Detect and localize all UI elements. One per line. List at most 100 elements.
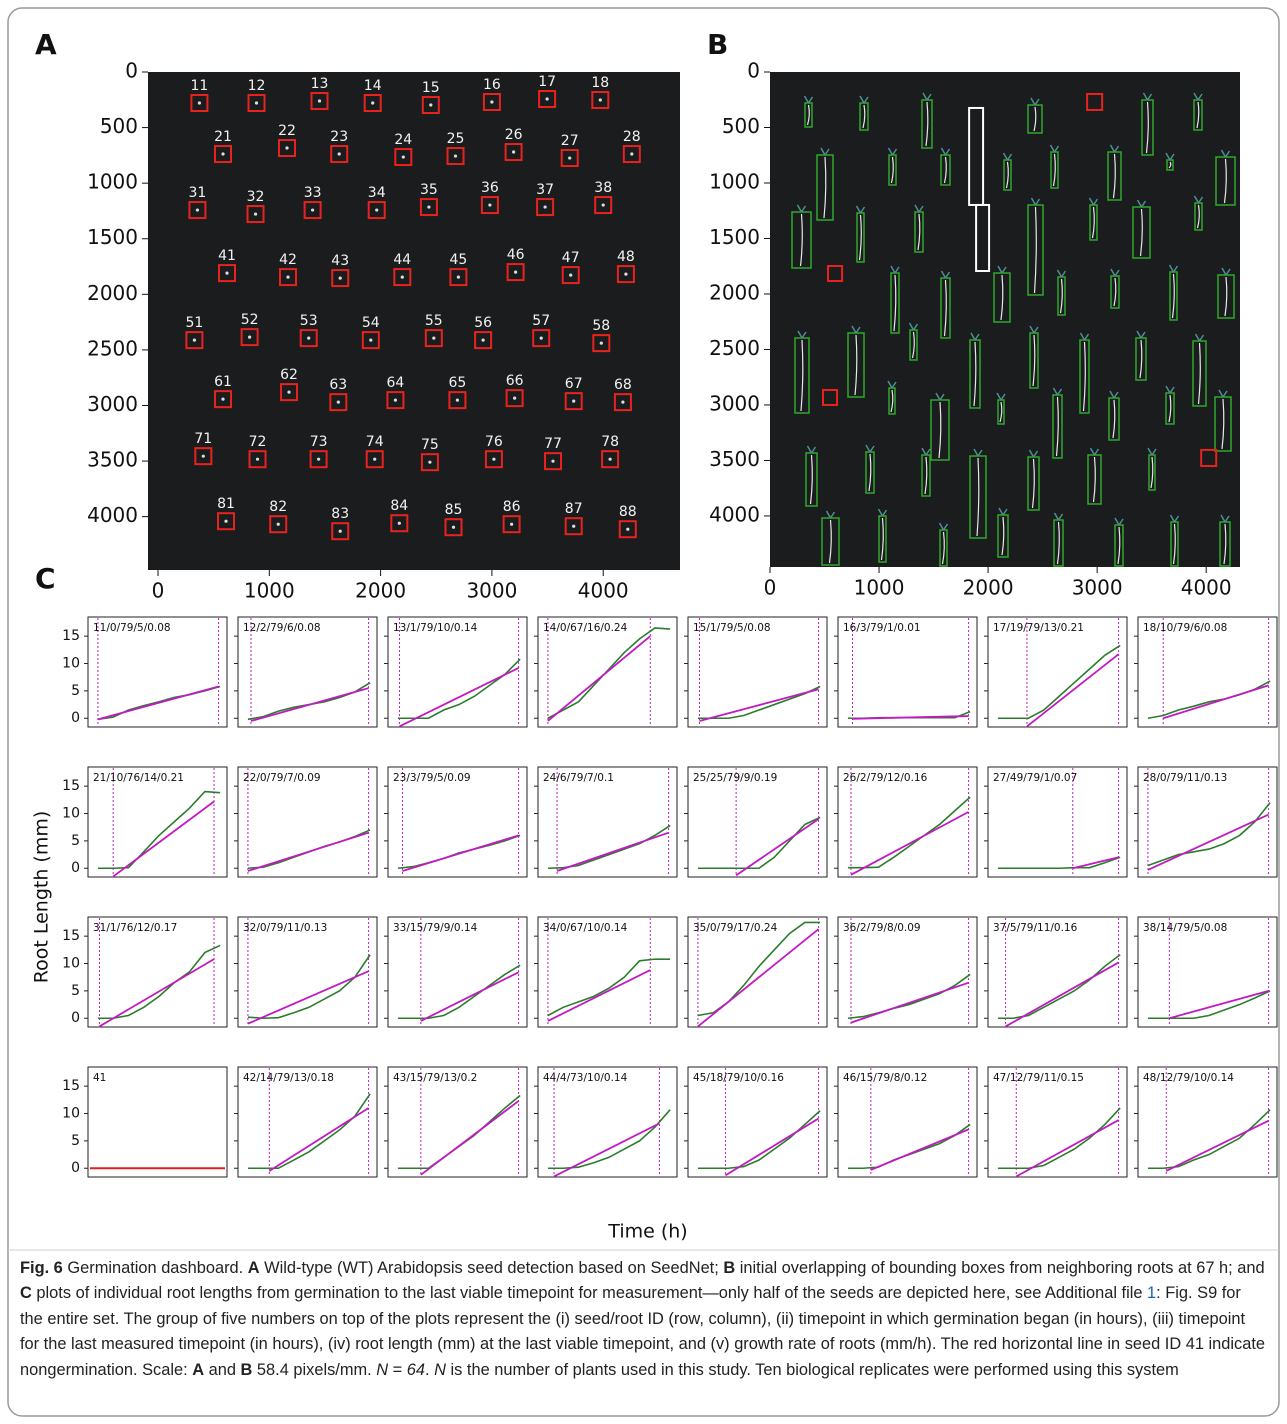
seed-box <box>544 452 563 471</box>
caption-text: . <box>425 1360 435 1379</box>
y-tick-label: 4000 <box>87 503 138 527</box>
linear-fit <box>112 800 215 878</box>
seed-id: 53 <box>300 313 318 329</box>
seedling-shoot <box>1147 447 1157 456</box>
detection-box <box>1141 99 1154 156</box>
plot-label: 35/0/79/17/0.24 <box>693 922 778 934</box>
seedling-shoot <box>940 147 951 156</box>
seed-id: 31 <box>189 185 207 201</box>
x-tick-label: 4000 <box>1181 576 1232 600</box>
seed-box <box>299 329 318 348</box>
seed-box <box>393 268 412 287</box>
seedling-root <box>1224 276 1228 317</box>
root-length-curve <box>97 790 221 870</box>
detection-box <box>969 339 981 409</box>
x-tick-label: 0 <box>152 579 165 603</box>
plot-label: 27/49/79/1/0.07 <box>993 772 1077 784</box>
seed-id: 33 <box>304 185 322 201</box>
seed-box <box>474 331 493 350</box>
detection-box <box>878 515 887 563</box>
seedling-root <box>1139 208 1143 257</box>
seed-box <box>484 450 503 469</box>
seed-dot <box>401 155 405 159</box>
seedling-shoot <box>825 510 836 519</box>
seed-id: 67 <box>565 376 583 392</box>
linear-fit <box>547 635 651 722</box>
seed-box <box>448 391 467 410</box>
detection-box <box>993 272 1011 323</box>
seedling-root <box>1032 334 1036 387</box>
undetected-box <box>1086 92 1104 111</box>
seed-box <box>591 91 610 110</box>
seed-box <box>390 514 409 533</box>
seed-box <box>564 392 583 411</box>
seed-box <box>601 450 620 469</box>
seedling-root <box>1055 396 1059 457</box>
detection-box <box>940 277 951 339</box>
seedling-shoot <box>797 330 807 339</box>
seed-dot <box>371 101 375 105</box>
plot-frame <box>87 916 228 1028</box>
x-tick-label: 1000 <box>244 579 295 603</box>
seed-id: 75 <box>421 437 439 453</box>
seedling-root <box>799 213 803 267</box>
caption-text: 58.4 pixels/mm. <box>252 1360 377 1379</box>
x-tick-label: 1000 <box>854 576 905 600</box>
detection-box <box>1053 519 1064 567</box>
seedling-shoot <box>1079 332 1090 341</box>
y-tick-label: 10 <box>62 1106 80 1122</box>
seed-dot <box>621 400 625 404</box>
y-tick-label: 2000 <box>87 281 138 305</box>
seedling-shoot <box>922 92 932 101</box>
seed-dot <box>512 150 516 154</box>
seed-id: 78 <box>601 434 619 450</box>
seedling-root <box>890 389 894 413</box>
seed-id: 62 <box>280 367 298 383</box>
seed-box <box>194 447 213 466</box>
seed-dot <box>630 152 634 156</box>
seedling-shoot <box>1028 449 1039 458</box>
file-link[interactable]: 1 <box>1147 1284 1157 1303</box>
plot-label: 14/0/67/16/0.24 <box>543 622 628 634</box>
seed-box <box>504 143 523 162</box>
detection-box <box>1089 204 1098 241</box>
seed-dot <box>432 336 436 340</box>
seed-dot <box>311 208 315 212</box>
seed-id: 57 <box>532 313 550 329</box>
seed-id: 66 <box>506 373 524 389</box>
seed-box <box>482 93 501 112</box>
plot-label: 23/3/79/5/0.09 <box>393 772 471 784</box>
seed-box <box>279 268 298 287</box>
y-tick-label: 3000 <box>87 392 138 416</box>
y-axis-title: Root Length (mm) <box>31 811 53 984</box>
seed-dot <box>338 529 342 533</box>
seed-id: 73 <box>310 434 328 450</box>
plot-label: 11/0/79/5/0.08 <box>93 622 171 634</box>
plot-label: 34/0/67/10/0.14 <box>543 922 628 934</box>
seedling-root <box>1145 101 1149 154</box>
plot-frame <box>687 916 828 1028</box>
seedling-shoot <box>1029 325 1039 334</box>
seed-dot <box>601 203 605 207</box>
linear-fit <box>399 667 519 728</box>
plot-frame <box>687 616 828 728</box>
seedling-shoot <box>1049 144 1060 153</box>
seed-dot <box>201 454 205 458</box>
plot-frame <box>237 616 378 728</box>
seedling-shoot <box>997 265 1007 274</box>
seedling-shoot <box>820 147 830 156</box>
y-tick-label: 5 <box>71 1133 80 1149</box>
seed-id: 63 <box>329 377 347 393</box>
seed-id: 61 <box>214 374 232 390</box>
seed-box <box>444 518 463 537</box>
seed-box <box>421 96 440 115</box>
seed-dot <box>428 460 432 464</box>
undetected-box <box>821 388 839 406</box>
caption-text: and <box>204 1360 241 1379</box>
figure-frame <box>7 7 1280 1417</box>
detection-box <box>888 387 896 415</box>
root-length-curve <box>847 796 971 869</box>
linear-fit <box>850 811 970 876</box>
plot-frame <box>987 766 1128 878</box>
seedling-root <box>1005 161 1009 189</box>
